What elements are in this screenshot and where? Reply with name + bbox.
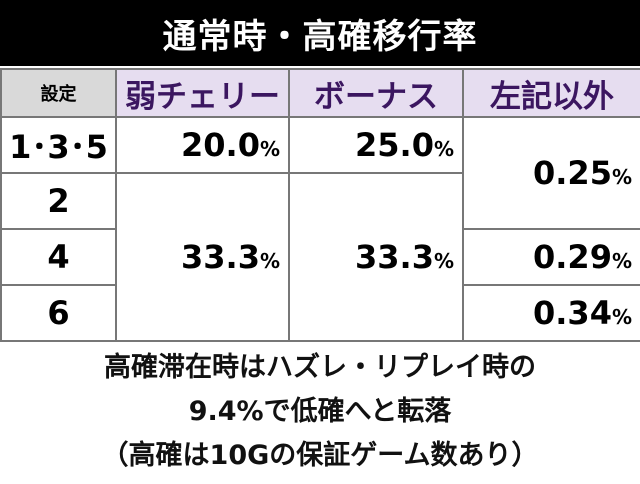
note-line: 高確滞在時はハズレ・リプレイ時の <box>104 352 536 383</box>
value-cell: 0.29% <box>462 228 640 286</box>
note-line: （高確は10Gの保証ゲーム数あり） <box>101 440 539 471</box>
unit: % <box>433 249 454 273</box>
value-cell: 25.0% <box>288 116 464 174</box>
number: 0.34 <box>533 294 612 332</box>
rate-table: 設定 弱チェリー ボーナス 左記以外 1･3･5 20.0% 25.0% 0.2… <box>0 68 640 342</box>
setting-cell: 1･3･5 <box>0 116 117 174</box>
number: 20.0 <box>181 126 260 164</box>
number: 33.3 <box>355 238 434 276</box>
value-cell: 20.0% <box>115 116 290 174</box>
header-cell: 弱チェリー <box>115 68 290 118</box>
value-cell: 33.3% <box>288 172 464 342</box>
value-cell: 0.34% <box>462 284 640 342</box>
title: 通常時・高確移行率 <box>0 0 640 66</box>
number: 0.29 <box>533 238 612 276</box>
row: 2 33.3% 33.3% <box>0 172 640 342</box>
number: 0.25 <box>533 154 612 192</box>
unit: % <box>259 137 280 161</box>
header-cell: 左記以外 <box>462 68 640 118</box>
value-cell: 33.3% <box>115 172 290 342</box>
unit: % <box>433 137 454 161</box>
unit: % <box>259 249 280 273</box>
row: 1･3･5 20.0% 25.0% 0.25% <box>0 116 640 230</box>
header-cell: ボーナス <box>288 68 464 118</box>
note-line: 9.4%で低確へと転落 <box>188 396 452 427</box>
setting-cell: 6 <box>0 284 117 342</box>
number: 25.0 <box>355 126 434 164</box>
header-cell: 設定 <box>0 68 117 118</box>
unit: % <box>611 165 632 189</box>
row: 4 0.29% <box>0 228 640 286</box>
setting-cell: 4 <box>0 228 117 286</box>
row: 6 0.34% <box>0 284 640 342</box>
value-cell: 0.25% <box>462 116 640 230</box>
header-row: 設定 弱チェリー ボーナス 左記以外 <box>0 68 640 118</box>
number: 33.3 <box>181 238 260 276</box>
unit: % <box>611 305 632 329</box>
notes: 高確滞在時はハズレ・リプレイ時の 9.4%で低確へと転落 （高確は10Gの保証ゲ… <box>0 346 640 478</box>
setting-cell: 2 <box>0 172 117 230</box>
unit: % <box>611 249 632 273</box>
